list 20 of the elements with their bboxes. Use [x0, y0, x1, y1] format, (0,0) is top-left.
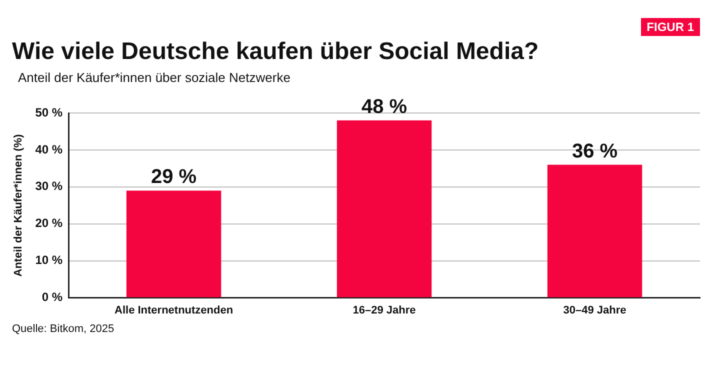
- data-label: 36 %: [572, 140, 618, 162]
- data-label: 29 %: [150, 166, 197, 188]
- y-tick-label: 30 %: [35, 179, 63, 194]
- x-tick-label: Alle Internetnutzenden: [114, 304, 234, 316]
- y-tick-label: 0 %: [42, 290, 63, 304]
- y-tick-label: 40 %: [35, 142, 63, 156]
- bar: [126, 190, 222, 298]
- y-tick-label: 50 %: [35, 105, 63, 120]
- source-note: Quelle: Bitkom, 2025: [12, 323, 116, 335]
- y-axis-title: Anteil der Käufer*innen (%): [12, 134, 25, 277]
- y-tick-label: 20 %: [35, 216, 63, 230]
- y-tick-label: 10 %: [35, 253, 63, 268]
- data-label: 48 %: [361, 96, 408, 118]
- bar: [336, 120, 432, 298]
- text: FIGUR 1: [640, 18, 700, 36]
- x-tick-label: 16–29 Jahre: [352, 304, 416, 316]
- chart-subtitle: Anteil der Käufer*innen über soziale Netzwerke: [18, 70, 292, 85]
- chart-title: Wie viele Deutsche kaufen über Social Media?: [12, 38, 540, 66]
- bar: [547, 164, 642, 298]
- x-tick-label: 30–49 Jahre: [563, 304, 626, 316]
